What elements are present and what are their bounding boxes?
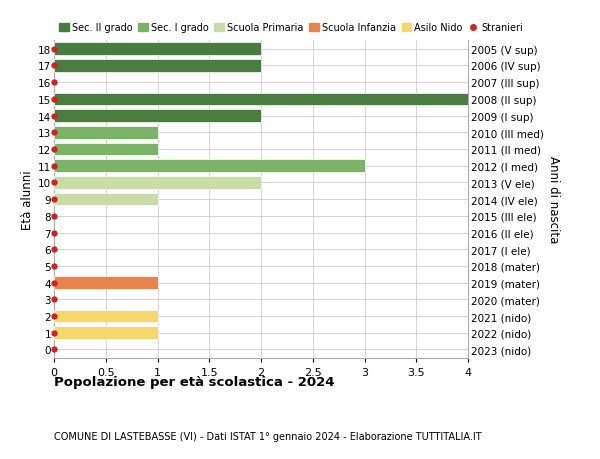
Bar (54, 143, 157, 156)
Y-axis label: Anni di nascita: Anni di nascita (547, 156, 560, 243)
Bar (54, 327, 157, 339)
Legend: Sec. II grado, Sec. I grado, Scuola Primaria, Scuola Infanzia, Asilo Nido, Stran: Sec. II grado, Sec. I grado, Scuola Prim… (59, 23, 523, 34)
Bar (54, 277, 157, 289)
Bar (54, 127, 157, 139)
Bar (54, 160, 365, 173)
Text: Popolazione per età scolastica - 2024: Popolazione per età scolastica - 2024 (54, 375, 335, 388)
Bar (54, 93, 468, 106)
Bar (54, 193, 157, 206)
Bar (54, 310, 157, 323)
Bar (54, 44, 261, 56)
Text: COMUNE DI LASTEBASSE (VI) - Dati ISTAT 1° gennaio 2024 - Elaborazione TUTTITALIA: COMUNE DI LASTEBASSE (VI) - Dati ISTAT 1… (54, 431, 482, 441)
Bar (54, 177, 261, 189)
Y-axis label: Età alunni: Età alunni (21, 170, 34, 230)
Bar (54, 110, 261, 123)
Bar (54, 60, 261, 73)
